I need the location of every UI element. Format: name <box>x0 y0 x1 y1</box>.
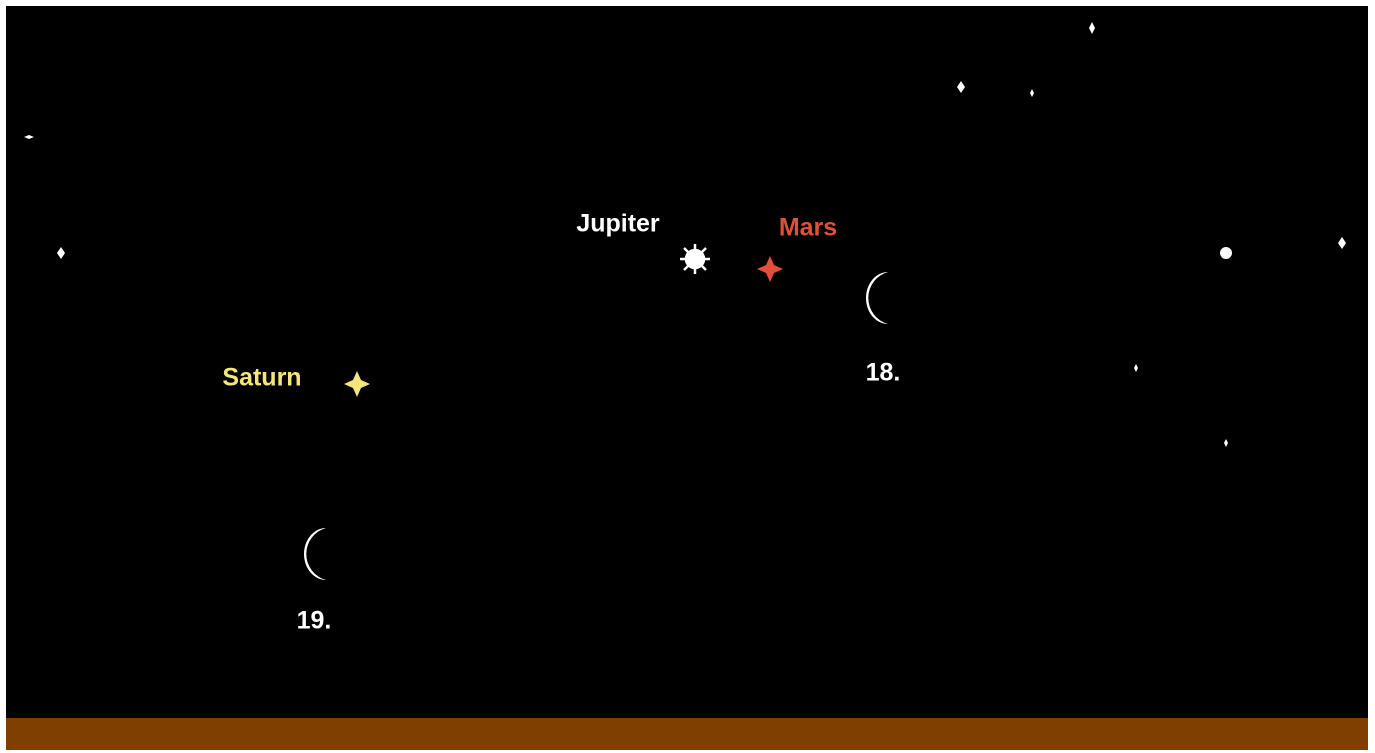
star <box>1220 247 1232 259</box>
page: {"planets": {"jupiter": "Jupiter", "mars… <box>0 0 1375 753</box>
jupiter-symbol <box>680 244 710 274</box>
planet-label: Mars <box>779 214 837 242</box>
moon-date-label: 19. <box>297 607 332 635</box>
moon-date-label: 18. <box>866 359 901 387</box>
horizon-ground <box>6 718 1368 750</box>
jupiter-disk <box>686 250 704 268</box>
sky-chart: Jupiter Mars Saturn 18. 19. <box>0 0 1375 753</box>
planet-label: Saturn <box>222 364 301 392</box>
sky <box>6 6 1368 718</box>
planet-label: Jupiter <box>576 210 660 238</box>
